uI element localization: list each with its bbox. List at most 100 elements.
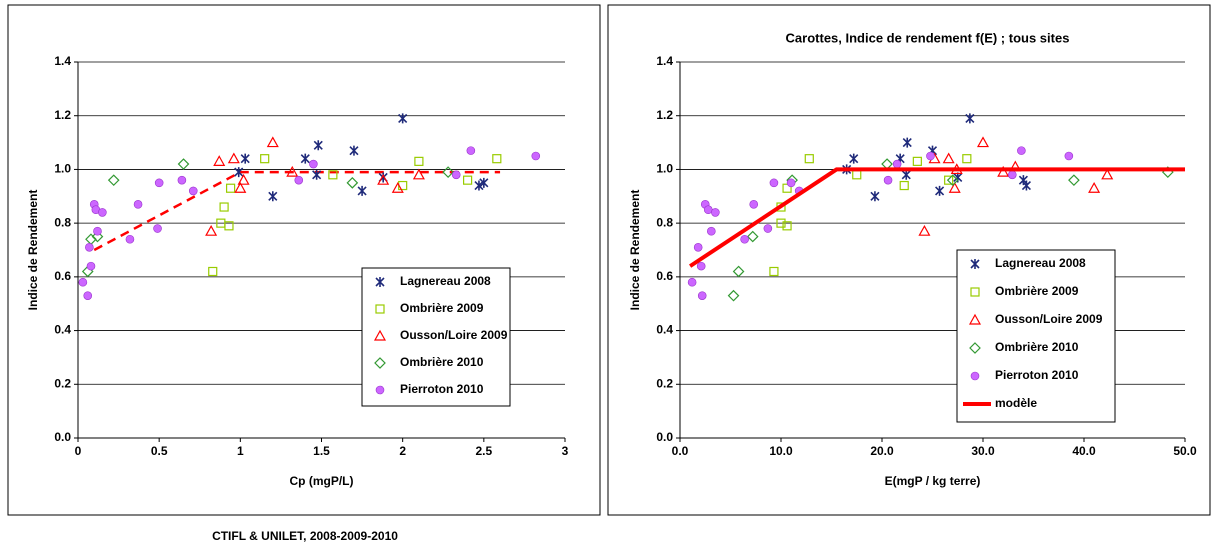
marker	[177, 158, 190, 170]
x-tick-label: 30.0	[971, 444, 995, 458]
legend-label: Ombrière 2009	[995, 284, 1079, 298]
x-tick-label: 40.0	[1072, 444, 1096, 458]
marker	[1068, 174, 1080, 187]
x-tick-label: 50.0	[1173, 444, 1197, 458]
y-axis-label: Indice de Rendement	[628, 190, 642, 311]
marker	[451, 170, 461, 180]
y-tick-label: 1.2	[54, 108, 71, 122]
x-tick-label: 1.5	[313, 444, 330, 458]
marker	[268, 191, 278, 202]
y-tick-label: 1.2	[656, 108, 673, 122]
marker	[237, 173, 250, 185]
marker	[357, 185, 367, 196]
marker	[1088, 181, 1101, 193]
marker	[83, 291, 93, 300]
marker	[697, 291, 707, 300]
marker	[786, 178, 796, 188]
legend-label: Ombrière 2010	[400, 355, 484, 369]
marker	[107, 174, 120, 187]
x-axis-label: E(mgP / kg terre)	[885, 474, 981, 488]
marker	[1017, 146, 1026, 155]
marker	[804, 154, 814, 164]
marker	[740, 234, 749, 244]
marker	[696, 261, 706, 271]
y-tick-label: 0.6	[54, 269, 71, 283]
marker	[749, 200, 759, 209]
marker	[962, 154, 972, 164]
chart-title: Carottes, Indice de rendement f(E) ; tou…	[786, 30, 1070, 45]
model-line	[688, 167, 1185, 268]
y-tick-label: 0.4	[656, 323, 673, 337]
marker	[219, 202, 229, 212]
x-tick-label: 1	[237, 444, 244, 458]
y-tick-label: 0.8	[54, 215, 71, 229]
y-tick-label: 1.4	[656, 54, 673, 68]
marker	[154, 178, 164, 188]
marker	[98, 208, 107, 217]
marker	[294, 175, 304, 185]
marker	[1021, 180, 1031, 191]
legend-label: Lagnereau 2008	[995, 256, 1086, 270]
marker	[208, 266, 218, 277]
legend-label: Lagnereau 2008	[400, 274, 491, 288]
marker	[479, 177, 489, 188]
legend-box	[956, 249, 1116, 423]
marker	[177, 175, 187, 185]
marker	[707, 226, 716, 236]
marker	[693, 243, 703, 252]
marker	[531, 151, 541, 161]
legend-swatch	[375, 385, 385, 395]
marker	[942, 152, 955, 164]
marker	[286, 165, 299, 177]
legend-label: Ombrière 2010	[995, 340, 1079, 354]
marker	[948, 181, 961, 193]
marker	[227, 152, 240, 164]
marker	[213, 155, 226, 166]
marker	[687, 277, 697, 287]
marker	[414, 156, 424, 166]
x-tick-label: 2	[399, 444, 406, 458]
legend-swatch	[970, 287, 980, 297]
y-tick-label: 0.4	[54, 323, 71, 337]
marker	[125, 234, 135, 244]
x-tick-label: 10.0	[769, 444, 793, 458]
marker	[776, 218, 786, 228]
marker	[727, 289, 740, 302]
x-axis-label: Cp (mgP/L)	[290, 474, 354, 488]
x-tick-label: 3	[562, 444, 569, 458]
legend-label: Ombrière 2009	[400, 301, 484, 315]
y-tick-label: 1.0	[656, 162, 673, 176]
marker	[234, 167, 244, 178]
marker	[234, 181, 247, 193]
y-tick-label: 1.4	[54, 54, 71, 68]
x-tick-label: 0.5	[151, 444, 168, 458]
legend-label: modèle	[995, 396, 1037, 410]
marker	[133, 200, 143, 209]
legend-label: Ousson/Loire 2009	[995, 312, 1103, 326]
marker	[901, 169, 911, 180]
marker	[849, 153, 859, 164]
legend-label: Pierroton 2010	[400, 382, 484, 396]
marker	[902, 137, 912, 148]
x-tick-label: 0.0	[672, 444, 689, 458]
marker	[309, 159, 318, 169]
marker	[965, 113, 975, 124]
legend-swatch	[970, 259, 980, 269]
marker	[86, 261, 96, 271]
y-tick-label: 1.0	[54, 162, 71, 176]
marker	[91, 230, 104, 243]
marker	[313, 140, 323, 151]
y-tick-label: 0.2	[656, 376, 673, 390]
y-axis-label: Indice de Rendement	[26, 190, 40, 311]
marker	[266, 136, 279, 148]
x-tick-label: 0	[75, 444, 82, 458]
y-tick-label: 0.6	[656, 269, 673, 283]
marker	[398, 113, 408, 124]
marker	[463, 175, 473, 185]
legend-swatch	[375, 277, 385, 287]
marker	[769, 178, 779, 188]
chart-frame	[7, 4, 601, 516]
marker	[883, 175, 893, 185]
marker	[93, 226, 102, 236]
